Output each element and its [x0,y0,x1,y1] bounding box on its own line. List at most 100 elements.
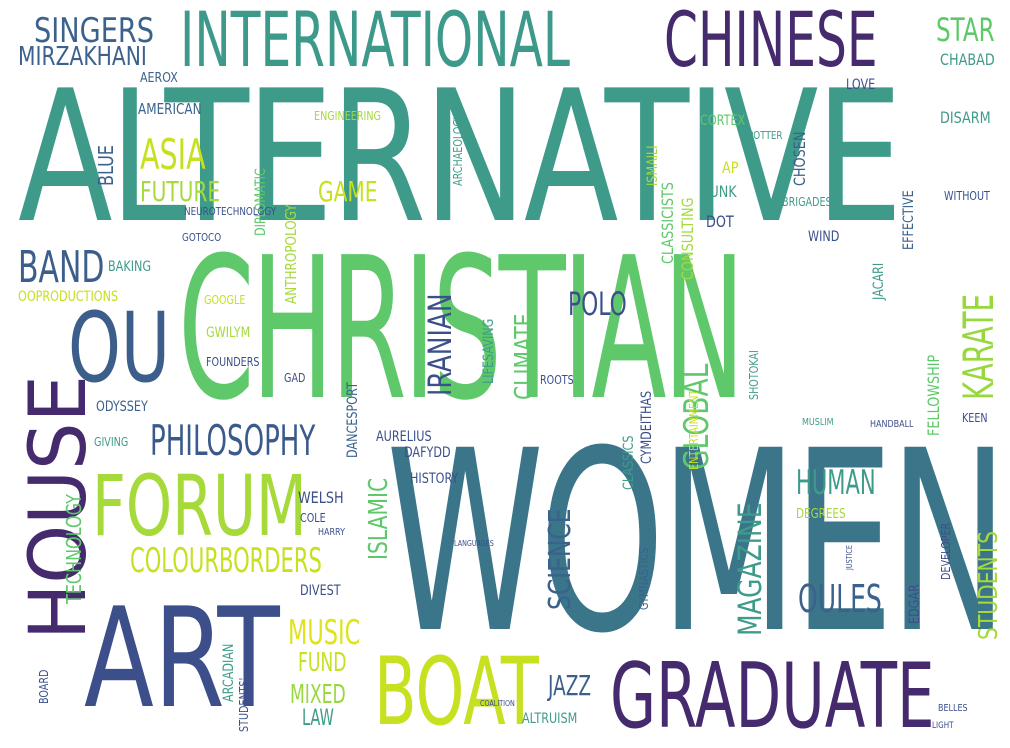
word-founders: FOUNDERS [206,355,260,369]
word-dot: DOT [706,212,734,231]
word-potter: POTTER [748,129,783,142]
word-forum: FORUM [92,457,307,555]
word-developer: DEVELOPER [939,522,953,580]
word-coalition: LANGUAGES [454,539,494,548]
word-asia: ASIA [140,130,206,179]
word-american: AMERICAN [138,100,202,118]
word-international: INTERNATIONAL [180,0,570,84]
word-welsh: WELSH [298,488,344,507]
word-consulting: CONSULTING [678,197,697,280]
word-house: HOUSE [14,375,104,640]
word-christian: CHRISTIAN [178,216,745,444]
word-diplomatic: DIPLOMATIC [253,168,269,236]
word-climate: CLIMATE [510,313,540,400]
word-star: STAR [936,11,995,49]
word-engineering: ENGINEERING [314,109,381,123]
word-music: MUSIC [288,613,361,653]
word-gaga: BELLES [938,703,968,714]
word-oules: OULES [798,577,882,621]
word-mirzakhani: MIRZAKHANI [18,42,147,72]
word-fellowship: FELLOWSHIP [924,354,943,436]
word-justice: COALITION [480,699,515,708]
word-degrees: DEGREES [796,507,846,522]
word-love: LOVE [846,77,876,93]
word-fund: FUND [298,648,347,678]
word-board: BOARD [37,669,51,704]
word-arcadian: ALTRUISM [522,711,578,727]
word-anthropology: ANTHROPOLOGY [282,204,300,304]
word-ap: AP [722,158,739,177]
word-google: GOOGLE [204,293,246,307]
word-science: SCIENCE [543,508,578,610]
word-roots: ROOTS [540,373,574,387]
word-ooproductions: OOPRODUCTIONS [18,289,119,305]
word-jacari: JACARI [871,262,887,300]
word-women: WOMEN [386,397,1008,688]
word-without: WITHOUT [944,189,990,203]
word-keen: KEEN [962,411,988,425]
word-disarm: DISARM [940,108,991,127]
word-law: LAW [302,706,334,731]
word-classics: CLASSICS [621,435,637,490]
word-students: STUDENTS [974,531,1004,640]
word-art: ART [84,578,280,739]
word-graduate: GRADUATE [610,644,935,748]
word-funk: FUNK [702,182,737,201]
word-jazz: JAZZ [548,669,592,702]
word-cymdeithas: CYMDEITHAS [639,390,655,464]
word-gymnastics: GYMNASTICS [637,547,651,610]
word-entertainment: ENTERTAINMENT [687,389,701,470]
word-human: HUMAN [796,463,876,503]
word-neurotechnology: JUSTICE [845,545,854,570]
word-handball: HANDBALL [870,419,914,430]
word-classicists: CLASSICISTS [658,182,677,264]
word-odyssey: ODYSSEY [96,399,148,415]
word-game: GAME [318,175,378,208]
word-altruism: ARCADIAN [221,643,237,702]
word-aerox: AEROX [140,71,178,86]
word-cortex: CORTEX [700,113,746,129]
word-gwilym: GWILYM [206,325,251,341]
word-giving: GIVING [94,435,129,449]
word-aurelius: AURELIUS [376,429,432,445]
word-philosophy: PHILOSOPHY [150,416,316,465]
word-ou: OU [68,292,171,404]
word-students-apos: STUDENTS' [237,677,251,732]
word-ismaili: ISMAILI [645,145,661,186]
word-technology: TECHNOLOGY [62,494,86,604]
word-edgar: EDGAR [907,584,923,624]
word-brigades: BRIGADES [782,195,832,209]
word-boat: BOAT [374,638,539,747]
word-cole: COLE [300,511,326,525]
word-divest: DIVEST [300,583,341,599]
word-chabad: CHABAD [940,50,995,69]
word-harry: HARRY [318,527,345,538]
word-karate: KARATE [954,293,1003,400]
word-dafydd: DAFYDD [404,445,451,461]
word-shotokai: SHOTOKAI [747,350,761,400]
word-baking: BAKING [108,259,152,275]
word-gotoco: NEUROTECHNOLOGY [184,205,277,218]
word-colourborders: COLOURBORDERS [130,541,322,581]
word-chosen: CHOSEN [790,131,809,186]
word-mixed: MIXED [290,680,346,710]
word-future: FUTURE [140,175,221,208]
word-lifesaving: LIFESAVING [481,318,497,384]
word-light: GOTOCO [182,231,222,244]
word-archaeology: ARCHAEOLOGY [451,113,465,186]
word-effective: EFFECTIVE [901,190,917,250]
word-islamic: ISLAMIC [364,477,394,560]
word-singers: SINGERS [34,11,155,51]
word-alternative: ALTERNATIVE [18,51,903,263]
word-muslim: MUSLIM [802,417,834,428]
word-iranian: IRANIAN [421,293,459,396]
word-gad: GAD [284,371,306,385]
word-belles: LIGHT [932,721,954,731]
word-chinese: CHINESE [664,0,878,84]
word-wind: WIND [808,229,840,245]
word-history: HISTORY [410,471,459,487]
word-dancesport: DANCESPORT [345,382,361,458]
word-magazine: MAGAZINE [731,502,769,636]
word-polo: POLO [568,285,627,323]
